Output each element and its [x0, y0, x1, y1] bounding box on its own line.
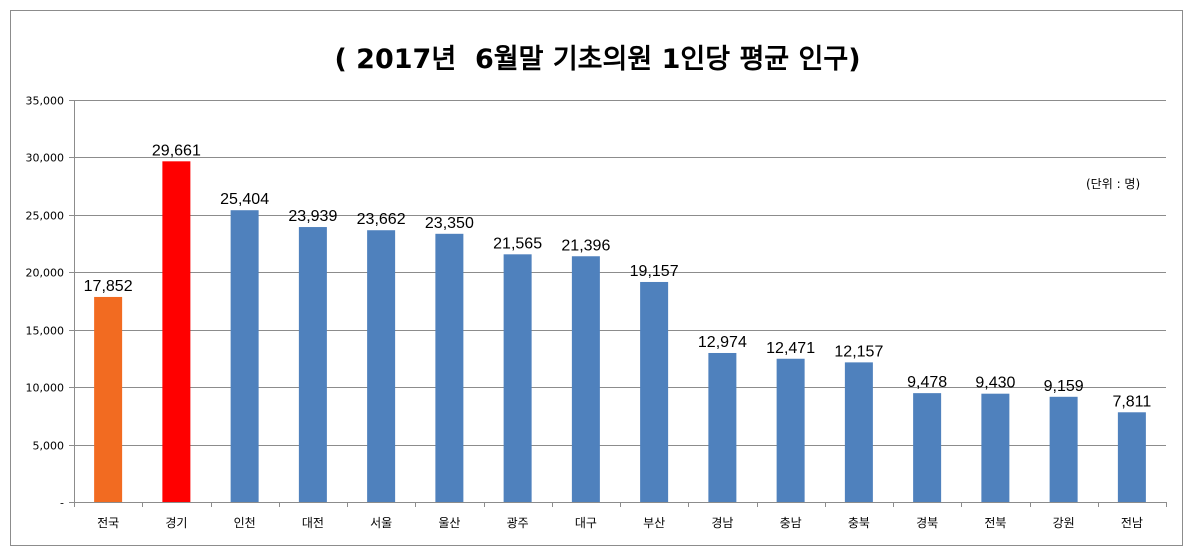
y-tick-label: 10,000: [26, 382, 65, 395]
data-label: 25,404: [220, 191, 269, 208]
y-tick-label: 35,000: [26, 95, 65, 108]
x-tick-label: 경북: [916, 516, 938, 530]
data-label: 9,478: [907, 374, 947, 391]
data-label: 9,430: [975, 375, 1015, 392]
data-label: 12,974: [698, 334, 747, 351]
bar: [94, 296, 123, 502]
x-tick-label: 울산: [438, 516, 460, 530]
y-tick-label: 20,000: [26, 267, 65, 280]
bar: [844, 362, 873, 502]
x-tick-label: 경기: [165, 516, 187, 530]
y-tick-label: 30,000: [26, 152, 65, 165]
bar: [1117, 412, 1146, 502]
x-tick-label: 대구: [575, 516, 597, 530]
data-label: 12,471: [766, 340, 815, 357]
x-tick-label: 충북: [848, 516, 870, 530]
bar: [571, 256, 600, 502]
unit-note: (단위 : 명): [1086, 177, 1141, 191]
data-label: 17,852: [84, 278, 133, 295]
bar: [503, 254, 532, 502]
data-label: 19,157: [630, 263, 679, 280]
bar: [435, 233, 464, 502]
bar: [1049, 396, 1078, 502]
x-tick-label: 대전: [302, 516, 324, 530]
x-tick-label: 전북: [984, 516, 1006, 530]
data-label: 7,811: [1112, 393, 1151, 410]
data-label: 23,939: [288, 208, 337, 225]
bar: [981, 393, 1010, 502]
x-tick-label: 서울: [370, 516, 392, 530]
x-tick-label: 부산: [643, 516, 665, 530]
data-label: 12,157: [834, 343, 883, 360]
data-label: 29,661: [152, 142, 201, 159]
bar: [640, 281, 669, 502]
bar: [776, 358, 805, 502]
x-tick-label: 광주: [507, 516, 529, 530]
y-tick-label: 15,000: [26, 325, 65, 338]
bar: [708, 352, 737, 502]
x-tick-label: 경남: [711, 516, 733, 530]
x-tick-label: 강원: [1053, 516, 1075, 530]
data-label: 23,662: [357, 211, 406, 228]
chart-title: ( 2017년 6월말 기초의원 1인당 평균 인구): [334, 44, 861, 75]
x-tick-label: 전국: [97, 516, 119, 530]
y-tick-label: 25,000: [26, 210, 65, 223]
bar: [367, 230, 396, 502]
y-tick-label: -: [60, 497, 64, 510]
bar: [298, 227, 327, 502]
x-tick-label: 전남: [1121, 516, 1143, 530]
data-label: 21,565: [493, 235, 542, 252]
bar: [162, 161, 191, 502]
y-tick-label: 5,000: [33, 440, 65, 453]
data-label: 23,350: [425, 215, 474, 232]
bar: [913, 393, 942, 502]
x-tick-label: 충남: [780, 516, 802, 530]
x-tick-label: 인천: [234, 515, 256, 530]
data-label: 21,396: [561, 237, 610, 254]
data-label: 9,159: [1044, 378, 1084, 395]
bar: [230, 210, 259, 502]
